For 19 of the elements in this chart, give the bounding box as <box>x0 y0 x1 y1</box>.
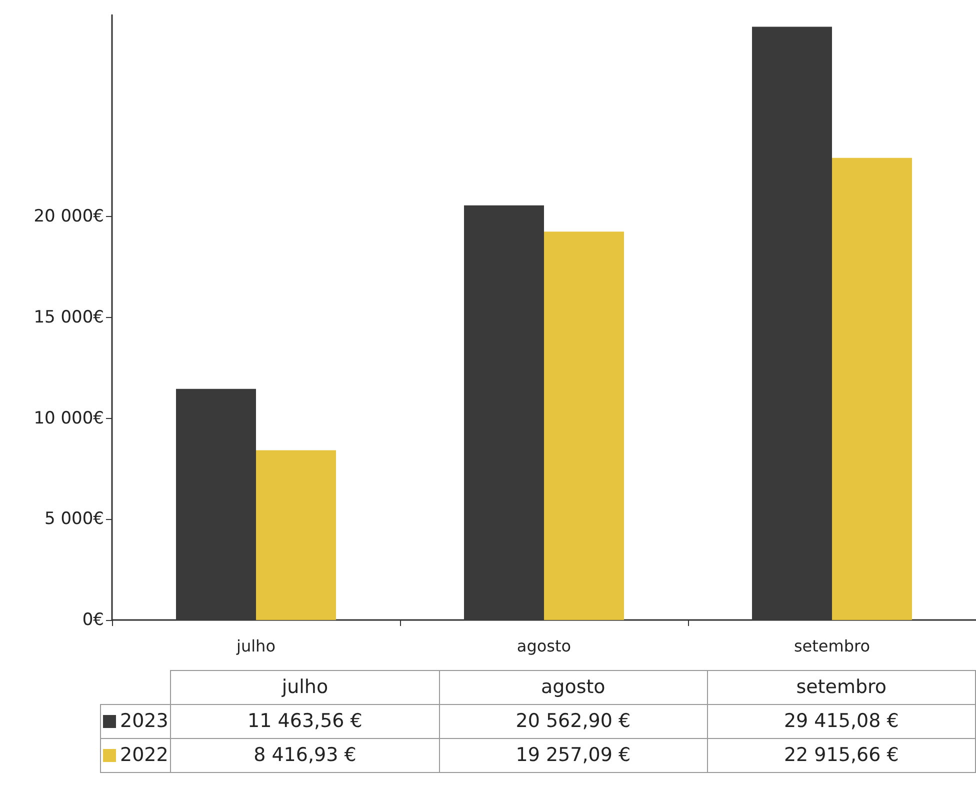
x-tick-label: julho <box>236 636 276 656</box>
x-tick-label: setembro <box>794 636 870 656</box>
x-tick-label: agosto <box>516 636 572 656</box>
category-label: julho <box>282 676 328 698</box>
legend-label: 2022 <box>100 738 171 772</box>
data-label: 22 915,66 € <box>707 738 976 772</box>
data-label: 8 416,93 € <box>170 738 440 772</box>
data-label: 19 257,09 € <box>439 738 708 772</box>
data-label: 29 415,08 € <box>707 704 976 738</box>
category-label: setembro <box>796 676 887 698</box>
data-label: 20 562,90 € <box>439 704 708 738</box>
y-tick-label: 5 000€ <box>44 509 104 530</box>
y-tick-label: 15 000€ <box>34 308 104 328</box>
y-tick-label: 10 000€ <box>34 408 104 428</box>
data-label: 11 463,56 € <box>170 704 440 738</box>
legend-label: 2023 <box>100 704 171 738</box>
y-tick-label: 0€ <box>82 610 104 630</box>
category-label: agosto <box>541 676 606 698</box>
y-tick-label: 20 000€ <box>34 206 104 227</box>
